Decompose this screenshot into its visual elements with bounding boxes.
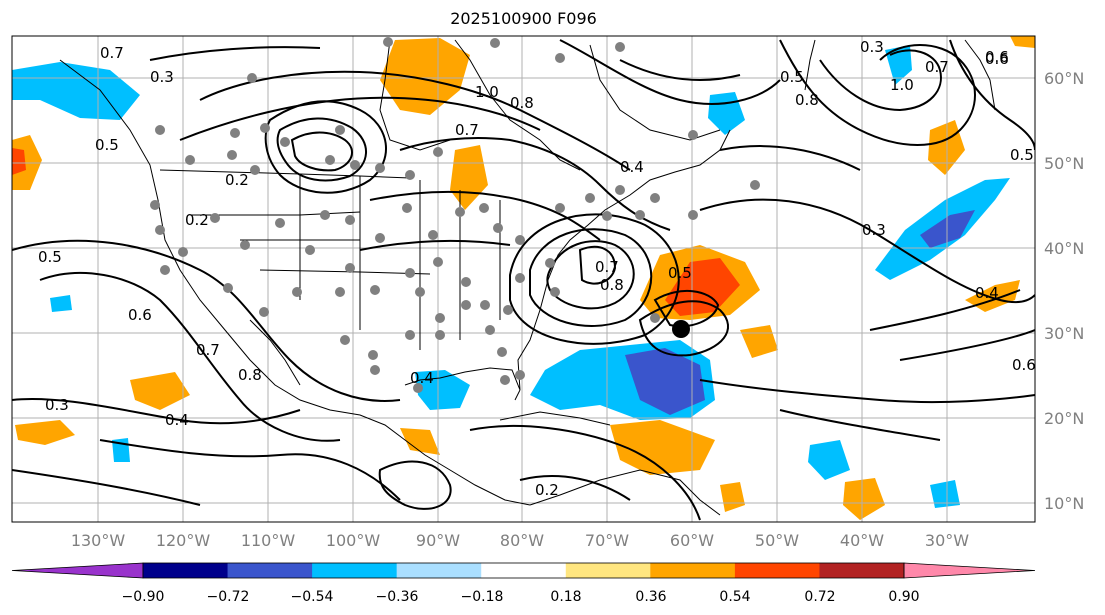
colorbar-outline — [142, 562, 905, 579]
highlight-point — [672, 320, 690, 338]
colorbar-tick-labels: −0.90 −0.72 −0.54 −0.36 −0.18 0.18 0.36 … — [122, 589, 920, 605]
contour-label: 0.5 — [1010, 146, 1034, 164]
contour-label: 0.3 — [45, 396, 69, 414]
colorbar-tick-label: 0.36 — [635, 589, 666, 605]
longitude-labels: 130°W 120°W 110°W 100°W 90°W 80°W 70°W 6… — [71, 531, 969, 550]
graticule — [12, 36, 1035, 522]
lat-label: 60°N — [1044, 69, 1084, 88]
contour-label: 0.4 — [410, 369, 434, 387]
contour-label: 0.2 — [185, 211, 209, 229]
contour-label: 0.8 — [238, 366, 262, 384]
contour-label: 0.8 — [600, 276, 624, 294]
colorbar-segment — [396, 563, 482, 578]
lat-label: 40°N — [1044, 239, 1084, 258]
contour-label: 0.2 — [535, 481, 559, 499]
colorbar-segment — [481, 563, 567, 578]
colorbar-extend-min — [11, 562, 144, 579]
colorbar-segment — [565, 563, 651, 578]
contour-label: 0.4 — [620, 158, 644, 176]
contour-label: 0.7 — [455, 121, 479, 139]
contour-label: 0.2 — [225, 171, 249, 189]
contour-label: 0.5 — [780, 68, 804, 86]
lat-label: 30°N — [1044, 324, 1084, 343]
latitude-labels: 60°N 50°N 40°N 30°N 20°N 10°N — [1044, 69, 1084, 513]
map-title: 2025100900 F096 — [450, 9, 597, 28]
lon-label: 80°W — [500, 531, 544, 550]
lon-label: 100°W — [326, 531, 381, 550]
contour-label: 0.5 — [38, 248, 62, 266]
station-markers — [150, 37, 760, 393]
contour-label: 0.7 — [925, 58, 949, 76]
colorbar — [11, 562, 1036, 579]
colorbar-tick-label: 0.72 — [804, 589, 835, 605]
colorbar-segment — [819, 563, 905, 578]
contour-label: 0.3 — [150, 68, 174, 86]
contour-labels: 0.7 0.3 0.5 0.2 0.2 0.5 0.6 0.7 0.8 0.4 … — [38, 38, 1036, 499]
contour-label: 0.5 — [668, 264, 692, 282]
contour-label: 0.8 — [795, 91, 819, 109]
colorbar-segment — [227, 563, 313, 578]
contour-label: 0.6 — [985, 48, 1009, 66]
contour-label: 0.6 — [985, 50, 1009, 68]
contour-label: 1.0 — [890, 76, 914, 94]
contour-label: 0.7 — [100, 44, 124, 62]
negative-anomaly-shading — [12, 45, 1010, 508]
colorbar-segment — [650, 563, 736, 578]
colorbar-tick-label: 0.90 — [888, 589, 919, 605]
colorbar-tick-label: −0.72 — [207, 589, 250, 605]
lon-label: 130°W — [71, 531, 126, 550]
lat-label: 10°N — [1044, 494, 1084, 513]
contour-label: 0.4 — [975, 284, 999, 302]
lat-label: 50°N — [1044, 154, 1084, 173]
contour-label: 0.8 — [510, 94, 534, 112]
contour-label: 0.6 — [1012, 356, 1036, 374]
colorbar-tick-label: 0.18 — [550, 589, 581, 605]
colorbar-tick-label: 0.54 — [719, 589, 750, 605]
lon-label: 40°W — [840, 531, 884, 550]
lon-label: 50°W — [755, 531, 799, 550]
colorbar-segment — [143, 563, 229, 578]
contour-label: 0.7 — [595, 258, 619, 276]
map-frame — [11, 35, 1036, 523]
contour-label: 1.0 — [475, 83, 499, 101]
contour-label: 0.6 — [128, 306, 152, 324]
colorbar-segment — [734, 563, 820, 578]
colorbar-tick-label: −0.54 — [291, 589, 334, 605]
lon-label: 60°W — [670, 531, 714, 550]
contour-label: 0.3 — [860, 38, 884, 56]
contour-label: 0.3 — [862, 221, 886, 239]
colorbar-segment — [312, 563, 398, 578]
contour-label: 0.5 — [95, 136, 119, 154]
contour-label: 0.4 — [165, 411, 189, 429]
colorbar-tick-label: −0.36 — [376, 589, 419, 605]
contours — [12, 39, 1035, 521]
lon-label: 120°W — [156, 531, 211, 550]
lat-label: 20°N — [1044, 409, 1084, 428]
colorbar-tick-label: −0.18 — [461, 589, 504, 605]
lon-label: 70°W — [585, 531, 629, 550]
contour-label: 0.7 — [196, 341, 220, 359]
lon-label: 30°W — [925, 531, 969, 550]
colorbar-tick-label: −0.90 — [122, 589, 165, 605]
lon-label: 90°W — [416, 531, 460, 550]
lon-label: 110°W — [241, 531, 296, 550]
colorbar-extend-max — [903, 562, 1036, 579]
positive-anomaly-shading — [12, 36, 1035, 520]
